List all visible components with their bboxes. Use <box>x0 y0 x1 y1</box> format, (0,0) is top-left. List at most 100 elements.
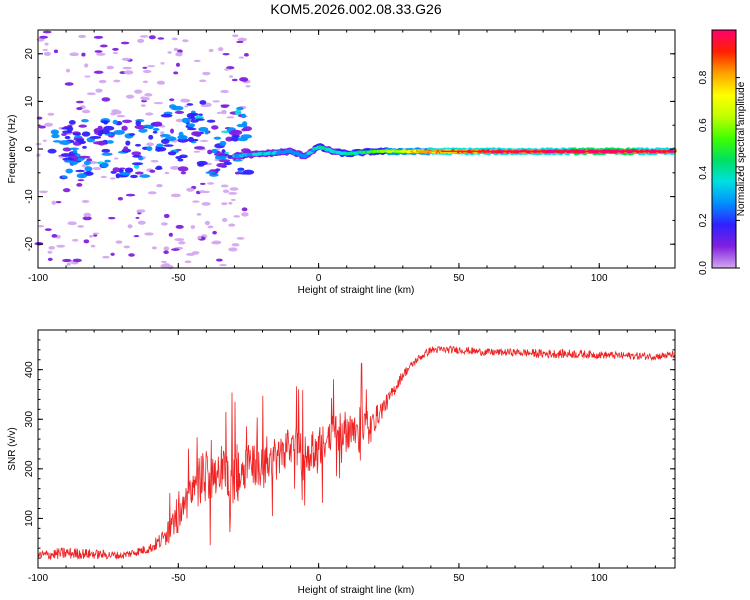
spectrogram-cell <box>160 62 165 65</box>
spectrogram-cell <box>217 47 224 52</box>
spectrogram-cell <box>626 150 629 153</box>
spectrogram-cell <box>77 225 85 228</box>
spectrogram-cell <box>134 89 143 94</box>
spectrogram-cell <box>134 124 146 130</box>
spectrogram-cell <box>42 30 52 34</box>
spectrogram-cell <box>211 240 222 245</box>
spectrogram-cell <box>78 124 87 128</box>
spectrogram-cell <box>219 264 228 267</box>
spectrogram-cell <box>169 165 180 170</box>
spectrogram-cell <box>76 173 88 179</box>
spectrogram-cell <box>43 51 52 56</box>
spectrogram-cell <box>633 150 636 153</box>
spectrogram-cell <box>452 150 455 153</box>
spectrogram-cell <box>371 150 373 153</box>
spectrogram-cell <box>584 150 587 153</box>
spectrogram-cell <box>503 150 505 153</box>
spectrogram-cell <box>175 52 183 57</box>
spectrogram-cell <box>404 150 407 153</box>
spectrogram-cell <box>625 150 627 153</box>
spectrogram-cell <box>131 162 144 166</box>
snr-y-label: SNR (v/v) <box>7 427 18 470</box>
spectrogram-cell <box>66 68 71 73</box>
spectrogram-cell <box>142 66 148 69</box>
spectrogram-cell <box>207 182 215 185</box>
spectrogram-cell <box>228 201 233 205</box>
y-tick-label: 100 <box>24 510 35 527</box>
spectrogram-cell <box>53 49 59 54</box>
spectrogram-cell <box>637 150 640 153</box>
spectrogram-cell <box>232 34 239 38</box>
spectrogram-cell <box>61 133 67 136</box>
spectrogram-cell <box>590 150 592 153</box>
colorbar-tick-label: 0.0 <box>698 261 709 275</box>
spectrogram-cell <box>204 220 211 226</box>
spectrogram-cell <box>481 150 484 153</box>
spectrogram-cell <box>372 150 375 153</box>
spectrogram-cell <box>456 150 459 153</box>
spectrogram-cell <box>196 160 208 166</box>
spectrogram-cell <box>142 80 148 83</box>
spectrogram-cell <box>462 150 465 153</box>
spectrogram-cell <box>62 147 72 152</box>
spectrogram-cell <box>175 118 184 123</box>
spectrogram-cell <box>507 150 510 153</box>
spectrogram-cell <box>480 150 483 153</box>
spectrogram-cell <box>48 245 56 250</box>
spectrogram-cell <box>121 119 133 124</box>
x-tick-label: 0 <box>316 573 322 584</box>
spectrogram-cell <box>178 241 186 245</box>
spectrogram-cell <box>92 166 102 171</box>
y-tick-label: -10 <box>24 189 35 204</box>
spectrogram-cell <box>221 202 228 206</box>
spectrogram-cell <box>609 150 612 153</box>
spectrogram-cell <box>152 127 160 131</box>
spectrogram-cell <box>382 150 385 153</box>
spectrogram-cell <box>56 244 66 248</box>
spectrogram-cell <box>225 136 234 142</box>
spectrogram-cell <box>199 190 206 194</box>
spectrogram-cell <box>622 150 625 153</box>
spectrogram-cell <box>643 150 646 153</box>
spectrogram-cell <box>236 123 248 128</box>
snr-panel: -100 -50 0 50 100 100 200 300 400 Height of str… <box>7 329 676 596</box>
spectrogram-cell <box>498 150 501 153</box>
spectrogram-cell <box>122 66 132 70</box>
spectrogram-cell <box>486 150 488 153</box>
spectrogram-cell <box>601 150 604 153</box>
colorbar-tick-label: 0.6 <box>698 118 709 132</box>
spectrogram-cell <box>458 150 460 153</box>
spectrogram-cell <box>386 150 389 153</box>
spectrogram-cell <box>658 150 661 153</box>
spectrogram-cell <box>173 71 179 75</box>
spectrogram-cell <box>90 244 96 248</box>
spectrogram-cell <box>479 150 481 153</box>
spectrogram-cell <box>378 150 380 153</box>
spectrogram-cell <box>156 165 162 169</box>
spectrogram-cell <box>211 125 219 130</box>
spectrogram-cell <box>202 71 211 76</box>
spectrogram-cell <box>95 52 106 56</box>
spectrogram-cell <box>44 228 52 231</box>
spectrogram-cell <box>222 189 230 193</box>
spectrogram-cell <box>160 138 170 144</box>
x-tick-label: -50 <box>171 573 186 584</box>
spectrogram-cell <box>476 150 479 153</box>
spectrogram-cell <box>236 237 245 240</box>
snr-x-label: Height of straight line (km) <box>298 585 415 596</box>
spectrogram-cell <box>431 150 434 153</box>
spectrogram-cell <box>220 104 229 109</box>
spectrogram-cell <box>148 134 154 140</box>
spectrogram-cell <box>127 224 133 229</box>
spectrogram-cell <box>577 150 580 153</box>
spectrogram-cell <box>641 150 644 153</box>
spectrogram-cell <box>180 171 187 175</box>
spectrogram-cell <box>119 171 131 176</box>
spectrogram-cell <box>123 70 134 75</box>
spectrogram-cell <box>101 97 111 102</box>
spectrogram-cell <box>167 151 177 156</box>
spectrogram-cell <box>115 240 123 244</box>
spectrogram-x-label: Height of straight line (km) <box>298 285 415 296</box>
spectrogram-cell <box>619 150 622 153</box>
